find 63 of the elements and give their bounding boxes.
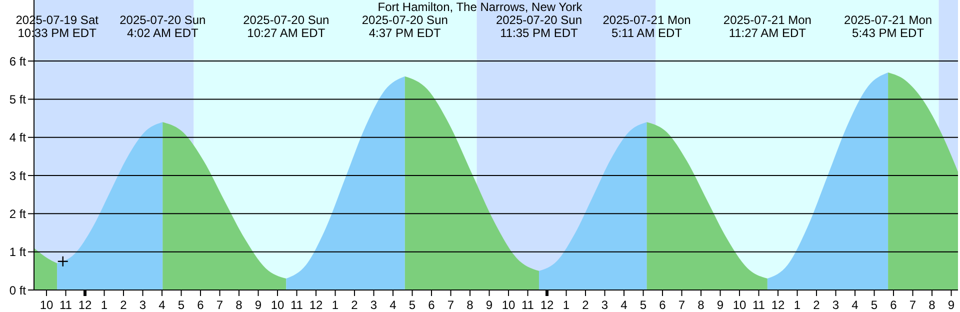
annotation: 2025-07-21 Mon 5:43 PM EDT (844, 13, 932, 40)
x-tick-label: 4 (158, 298, 166, 312)
x-tick-label: 1 (562, 298, 570, 312)
x-tick-label: 2 (582, 298, 590, 312)
x-tick-label: 12 (540, 298, 554, 312)
x-tick-label: 7 (909, 298, 916, 312)
annotation: 2025-07-21 Mon 5:11 AM EDT (602, 13, 691, 40)
x-tick-label: 12 (309, 298, 324, 312)
x-tick-label: 10 (732, 298, 747, 312)
x-tick-label: 1 (100, 298, 108, 312)
x-tick-label: 11 (290, 298, 304, 312)
x-tick-label: 8 (466, 298, 474, 312)
x-tick-label: 6 (197, 298, 204, 312)
x-tick-label: 1 (794, 298, 801, 312)
x-tick-label: 8 (928, 298, 936, 312)
x-tick-label: 10 (270, 298, 285, 312)
x-tick-label: 12 (771, 298, 786, 312)
x-tick-label: 5 (178, 298, 185, 312)
x-tick-label: 9 (254, 298, 262, 312)
y-tick-label: 3 ft (9, 168, 27, 183)
x-tick-label: 6 (890, 298, 898, 312)
x-tick-label: 3 (370, 298, 378, 312)
x-tick-label: 7 (678, 298, 686, 312)
y-tick-label: 6 ft (9, 54, 27, 68)
x-tick-label: 10 (40, 298, 54, 312)
x-tick-label: 2 (120, 298, 128, 312)
annotation: 2025-07-21 Mon 11:27 AM EDT (723, 13, 812, 40)
y-tick-label: 2 ft (9, 206, 27, 221)
x-tick-label: 10 (502, 298, 516, 312)
x-tick-label: 5 (870, 298, 878, 312)
x-tick-label: 2 (351, 298, 358, 312)
x-tick-label: 4 (620, 298, 628, 312)
x-tick-label: 4 (390, 298, 397, 312)
x-tick-label: 5 (640, 298, 647, 312)
x-tick-label: 7 (216, 298, 224, 312)
x-tick-label: 11 (60, 298, 72, 312)
y-tick-label: 4 ft (9, 130, 27, 145)
x-tick-label: 11 (522, 298, 534, 312)
x-tick-label: 1 (332, 298, 339, 312)
x-tick-label: 9 (716, 298, 724, 312)
x-tick-label: 7 (447, 298, 454, 312)
x-tick-label: 3 (832, 298, 840, 312)
x-tick-label: 6 (659, 298, 666, 312)
x-tick-label: 2 (813, 298, 820, 312)
x-tick-label: 9 (948, 298, 955, 312)
annotation: 2025-07-20 Sun 11:35 PM EDT (496, 13, 582, 40)
x-tick-label: 6 (428, 298, 436, 312)
x-tick-label: 12 (78, 298, 92, 312)
x-tick-label: 9 (486, 298, 493, 312)
x-tick-label: 8 (236, 298, 243, 312)
y-tick-label: 5 ft (9, 92, 27, 106)
x-tick-label: 3 (601, 298, 608, 312)
x-tick-label: 5 (408, 298, 416, 312)
annotation: 2025-07-20 Sun 4:37 PM EDT (362, 13, 448, 40)
chart-title: Fort Hamilton, The Narrows, New York (378, 0, 584, 14)
x-tick-label: 4 (852, 298, 859, 312)
y-tick-label: 0 ft (9, 283, 27, 298)
annotation: 2025-07-20 Sun 4:02 AM EDT (120, 13, 206, 40)
annotation: 2025-07-20 Sun 10:27 AM EDT (243, 13, 330, 40)
y-tick-label: 1 ft (9, 245, 27, 260)
x-tick-label: 3 (139, 298, 146, 312)
x-tick-label: 8 (698, 298, 705, 312)
x-tick-label: 11 (752, 298, 766, 312)
